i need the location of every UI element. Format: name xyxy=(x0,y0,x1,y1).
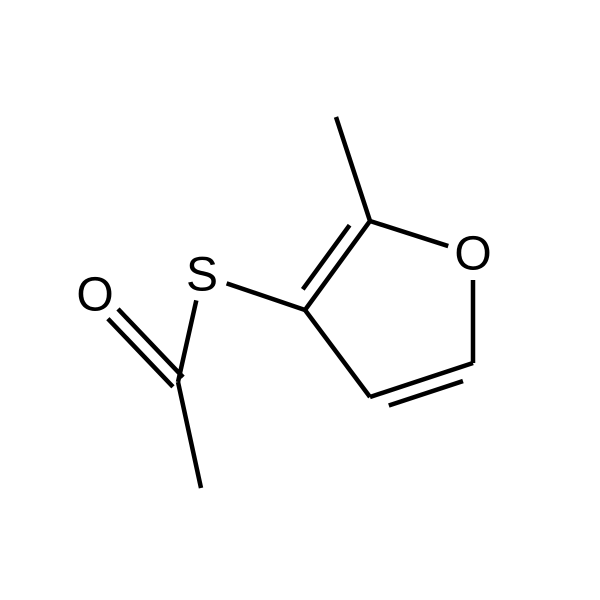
atom-label-o: O xyxy=(76,269,113,322)
atom-label-o: O xyxy=(454,228,491,281)
chemical-structure: OSO xyxy=(0,0,600,600)
atom-label-s: S xyxy=(186,249,218,302)
